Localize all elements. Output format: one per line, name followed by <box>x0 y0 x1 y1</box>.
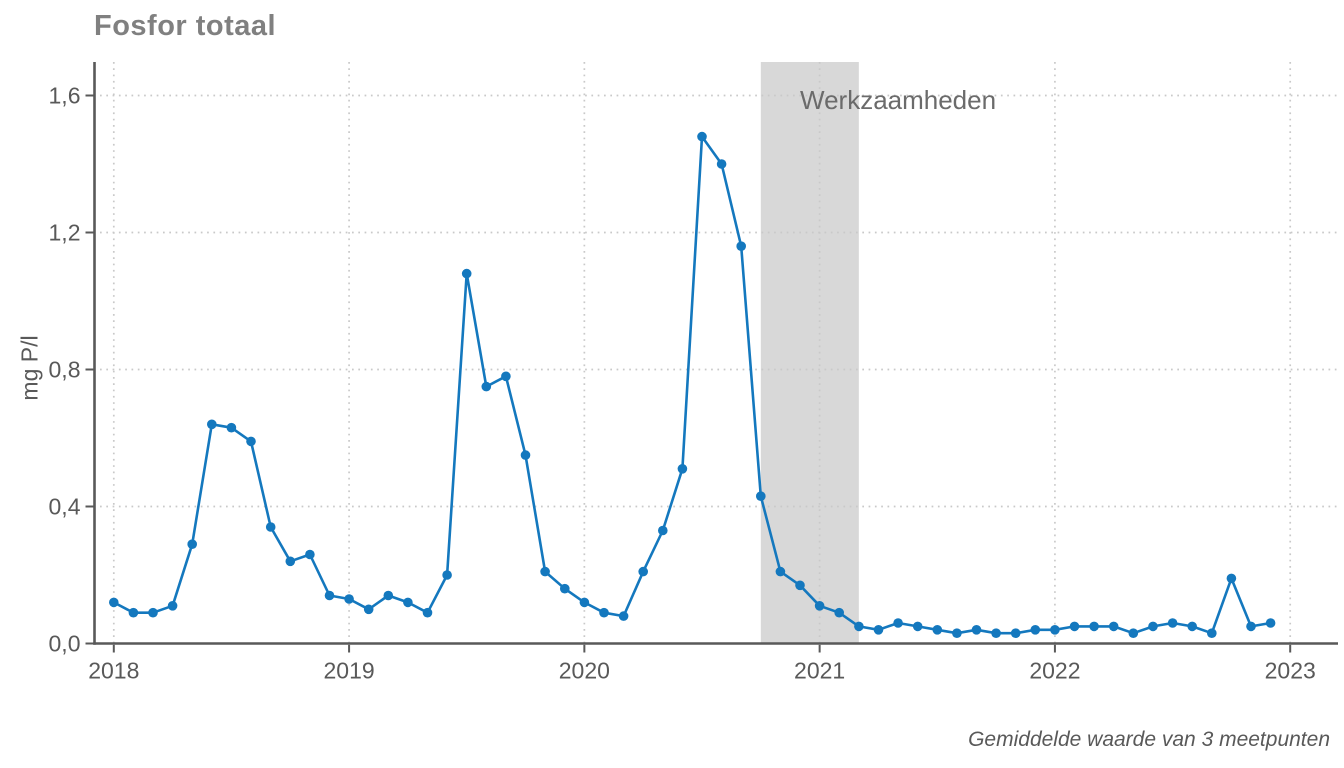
data-point <box>501 371 511 382</box>
data-point <box>599 607 609 618</box>
data-point <box>481 381 492 392</box>
x-tick-label: 2022 <box>1029 658 1080 684</box>
data-point <box>1246 621 1256 632</box>
data-point <box>324 590 335 601</box>
data-point <box>1167 618 1178 628</box>
data-point <box>893 618 903 628</box>
data-point <box>1226 573 1237 584</box>
x-tick-label: 2018 <box>88 658 139 684</box>
data-point <box>971 625 982 635</box>
data-point <box>403 597 413 608</box>
data-point <box>461 268 472 279</box>
data-point <box>207 419 217 430</box>
x-tick-label: 2020 <box>559 658 610 684</box>
werkzaamheden-band <box>760 62 859 644</box>
y-tick-label: 0,8 <box>49 357 81 383</box>
data-point <box>952 628 962 638</box>
data-point <box>1050 625 1060 635</box>
data-point <box>128 607 139 618</box>
data-point <box>305 549 315 560</box>
data-point <box>658 525 668 536</box>
y-tick-label: 0,4 <box>49 494 81 520</box>
data-point <box>854 621 864 632</box>
data-point <box>579 597 590 608</box>
data-point <box>285 556 296 567</box>
data-point <box>167 601 178 611</box>
data-point <box>1108 621 1119 632</box>
data-point <box>1010 628 1021 638</box>
data-point <box>716 159 727 169</box>
data-point <box>1089 621 1099 632</box>
data-point <box>775 566 786 577</box>
data-point <box>638 566 648 577</box>
x-tick-label: 2021 <box>794 658 845 684</box>
data-point <box>540 566 550 577</box>
data-point <box>756 491 766 502</box>
y-axis-title: mg P/l <box>16 335 43 401</box>
data-point <box>520 450 531 460</box>
data-point <box>1128 628 1139 638</box>
data-point <box>873 625 884 635</box>
data-point <box>383 590 394 601</box>
data-point <box>422 607 433 618</box>
data-point <box>363 604 374 615</box>
data-point <box>1030 625 1041 635</box>
data-point <box>226 422 237 433</box>
data-point <box>1069 621 1080 632</box>
data-point <box>932 625 943 635</box>
data-point <box>1265 618 1276 628</box>
y-tick-label: 1,6 <box>49 83 81 109</box>
data-point <box>442 570 452 580</box>
data-point <box>109 597 119 608</box>
data-point <box>697 131 707 142</box>
y-tick-label: 1,2 <box>49 220 81 246</box>
data-point <box>560 583 570 594</box>
data-point <box>991 628 1001 638</box>
data-point <box>814 601 825 611</box>
data-point <box>795 580 805 591</box>
data-point <box>834 607 844 618</box>
data-point <box>1148 621 1158 632</box>
data-point <box>1187 621 1197 632</box>
chart-caption: Gemiddelde waarde van 3 meetpunten <box>968 728 1330 751</box>
data-point <box>912 621 923 632</box>
data-point <box>344 594 354 604</box>
data-point <box>265 522 276 532</box>
y-tick-label: 0,0 <box>49 631 81 657</box>
data-point <box>148 607 158 618</box>
chart-title: Fosfor totaal <box>94 10 277 42</box>
data-point <box>1207 628 1217 638</box>
data-point <box>677 464 688 474</box>
x-tick-label: 2023 <box>1265 658 1316 684</box>
data-point <box>246 436 256 447</box>
data-point <box>736 241 746 251</box>
x-tick-label: 2019 <box>323 658 374 684</box>
data-point <box>187 539 197 549</box>
werkzaamheden-annotation-label: Werkzaamheden <box>800 85 997 115</box>
data-point <box>618 611 629 621</box>
